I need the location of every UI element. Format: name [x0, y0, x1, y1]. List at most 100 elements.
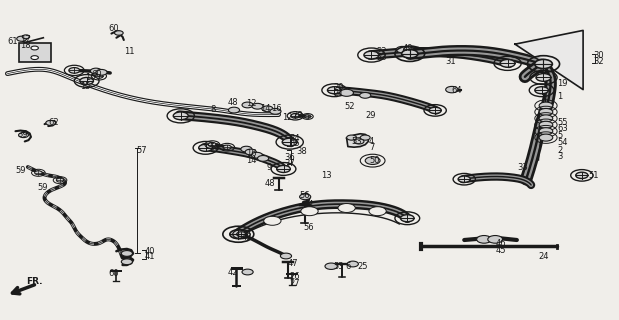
Circle shape	[115, 31, 123, 35]
Circle shape	[264, 216, 281, 225]
Circle shape	[539, 121, 553, 128]
Circle shape	[347, 135, 357, 140]
Polygon shape	[515, 30, 583, 90]
Circle shape	[365, 157, 380, 164]
Circle shape	[46, 120, 56, 125]
Text: 32: 32	[593, 57, 604, 66]
Circle shape	[230, 230, 247, 239]
Circle shape	[258, 156, 269, 161]
Text: 43: 43	[241, 233, 252, 242]
Circle shape	[31, 56, 38, 60]
Circle shape	[223, 145, 232, 149]
Text: 52: 52	[344, 102, 355, 111]
Text: 39: 39	[17, 130, 28, 139]
Circle shape	[277, 165, 290, 172]
Circle shape	[31, 46, 38, 50]
Text: 15: 15	[80, 82, 91, 91]
Text: 53: 53	[333, 262, 344, 271]
Circle shape	[56, 178, 64, 182]
Text: 56: 56	[300, 191, 310, 200]
Circle shape	[354, 139, 364, 144]
Text: 14: 14	[260, 104, 271, 113]
Circle shape	[236, 232, 246, 237]
Circle shape	[500, 60, 515, 67]
Text: 21: 21	[333, 89, 344, 98]
Circle shape	[360, 92, 371, 98]
Circle shape	[228, 107, 240, 113]
Circle shape	[69, 68, 80, 73]
Text: 20: 20	[333, 83, 344, 92]
Circle shape	[17, 36, 27, 41]
Circle shape	[242, 269, 253, 275]
Circle shape	[327, 87, 341, 94]
Circle shape	[369, 207, 386, 216]
Circle shape	[347, 261, 358, 267]
Text: 5: 5	[557, 131, 562, 140]
Text: 24: 24	[539, 252, 549, 261]
Text: 44: 44	[303, 200, 314, 209]
Circle shape	[539, 102, 553, 109]
Text: 40: 40	[145, 247, 155, 256]
Circle shape	[396, 46, 409, 53]
Text: 64: 64	[452, 86, 462, 95]
Text: 36: 36	[285, 153, 295, 162]
Circle shape	[251, 152, 262, 158]
Circle shape	[364, 51, 379, 59]
Circle shape	[121, 251, 132, 256]
Circle shape	[488, 236, 503, 243]
Text: 47: 47	[288, 260, 298, 268]
Circle shape	[199, 144, 212, 151]
Text: 42: 42	[228, 268, 238, 277]
Text: 9: 9	[266, 163, 271, 172]
Circle shape	[242, 102, 253, 108]
Text: 10: 10	[85, 73, 96, 82]
Text: 31: 31	[446, 57, 456, 66]
Text: 60: 60	[92, 70, 102, 79]
Text: 53: 53	[352, 137, 362, 146]
Text: 28: 28	[292, 111, 303, 120]
Text: 26: 26	[290, 272, 300, 281]
Text: 25: 25	[358, 262, 368, 271]
Text: 51: 51	[588, 172, 599, 180]
Text: 12: 12	[282, 113, 292, 122]
FancyBboxPatch shape	[19, 43, 51, 62]
Circle shape	[35, 171, 42, 175]
Text: 17: 17	[20, 35, 30, 44]
Circle shape	[80, 77, 93, 84]
Circle shape	[19, 132, 28, 138]
Text: 16: 16	[246, 149, 257, 158]
Circle shape	[576, 172, 588, 179]
Text: 62: 62	[48, 118, 59, 127]
Text: 46: 46	[495, 239, 506, 248]
Text: 30: 30	[593, 51, 604, 60]
Circle shape	[270, 108, 281, 114]
Text: 2: 2	[557, 146, 562, 155]
Circle shape	[22, 35, 30, 39]
Text: 60: 60	[108, 24, 119, 33]
Circle shape	[536, 74, 551, 81]
Text: 48: 48	[265, 179, 275, 188]
Text: 13: 13	[321, 172, 331, 180]
Text: 58: 58	[209, 143, 220, 152]
Text: 48: 48	[228, 98, 238, 107]
Text: 7: 7	[369, 143, 374, 152]
Circle shape	[241, 146, 252, 152]
Text: 4: 4	[369, 137, 374, 146]
Circle shape	[300, 194, 311, 200]
Text: 56: 56	[303, 223, 314, 232]
Polygon shape	[347, 134, 368, 147]
Text: FR.: FR.	[27, 277, 43, 286]
Circle shape	[477, 236, 491, 243]
Text: 1: 1	[557, 92, 562, 101]
Circle shape	[262, 106, 273, 112]
Circle shape	[539, 108, 553, 116]
Text: 35: 35	[290, 140, 300, 148]
Text: 63: 63	[557, 124, 568, 133]
Circle shape	[404, 47, 413, 52]
Circle shape	[458, 176, 470, 182]
Circle shape	[96, 69, 107, 75]
Circle shape	[539, 115, 553, 122]
Text: 33: 33	[517, 163, 528, 172]
Circle shape	[340, 89, 353, 96]
Text: 37: 37	[285, 159, 295, 168]
